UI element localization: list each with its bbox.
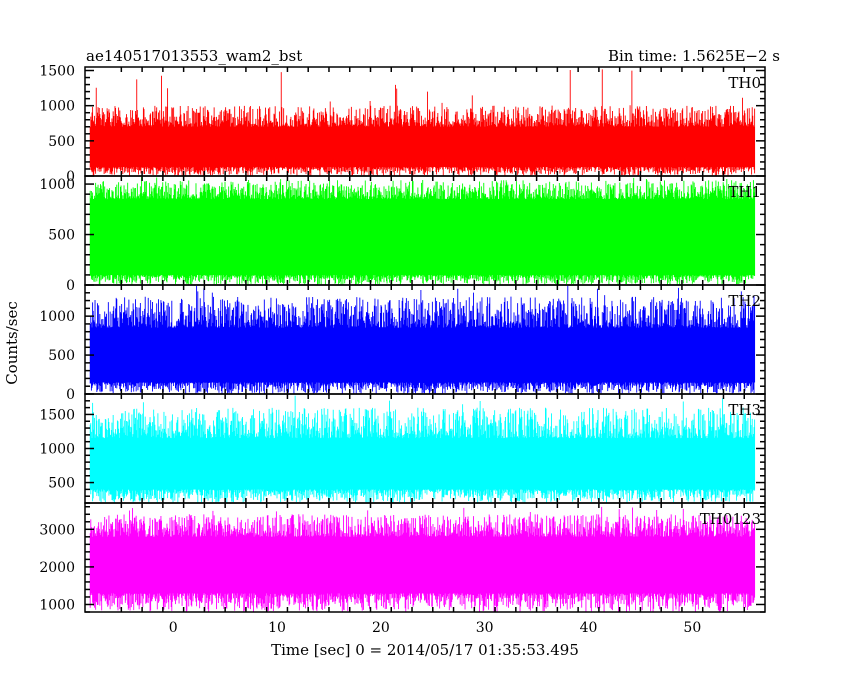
- panel-th2: 0 500 1000 TH2: [39, 284, 766, 403]
- series-line-th0123: [89, 506, 756, 612]
- series-line-th2: [89, 285, 756, 394]
- chart-title: ae140517013553_wam2_bst: [86, 47, 302, 65]
- y-tick-label: 1000: [39, 309, 75, 325]
- y-tick-label: 500: [48, 228, 75, 244]
- y-tick-label: 0: [66, 387, 75, 403]
- y-tick-label: 1500: [39, 64, 75, 80]
- panel-th0: 0 500 1000 1500 TH0: [39, 64, 766, 185]
- y-tick-label: 500: [48, 348, 75, 364]
- x-tick-label: 30: [476, 620, 494, 636]
- y-tick-label: 500: [48, 134, 75, 150]
- x-tick-label: 10: [268, 620, 286, 636]
- panel-name-th3: TH3: [728, 401, 761, 419]
- y-tick-label: 1000: [39, 597, 75, 613]
- y-tick-label: 0: [66, 169, 75, 185]
- x-tick-label: 50: [683, 620, 701, 636]
- panel-name-th0123: TH0123: [700, 510, 761, 528]
- y-tick-label: 1000: [39, 177, 75, 193]
- series-line-th3: [89, 395, 756, 503]
- y-tick-label: 500: [48, 476, 75, 492]
- x-tick-label: 0: [169, 620, 178, 636]
- panel-name-th1: TH1: [728, 183, 761, 201]
- bin-time-label: Bin time: 1.5625E−2 s: [608, 47, 780, 65]
- y-tick-label: 1500: [39, 407, 75, 423]
- y-axis-label: Counts/sec: [3, 301, 21, 385]
- x-axis-label: Time [sec] 0 = 2014/05/17 01:35:53.495: [271, 641, 579, 659]
- panel-th3: 500 1000 1500 TH3: [39, 393, 766, 504]
- y-tick-label: 2000: [39, 560, 75, 576]
- y-tick-label: 1000: [39, 99, 75, 115]
- series-line-th0: [89, 69, 756, 176]
- panel-name-th0: TH0: [728, 74, 761, 92]
- y-tick-label: 3000: [39, 522, 75, 538]
- x-tick-label: 20: [372, 620, 390, 636]
- panel-th0123: 1000 2000 3000 TH0123: [39, 502, 766, 613]
- x-tick-label: 40: [580, 620, 598, 636]
- series-line-th1: [89, 176, 756, 285]
- panel-frame: [84, 502, 766, 613]
- panel-th1: 0 500 1000 TH1: [39, 175, 766, 294]
- y-tick-label: 1000: [39, 442, 75, 458]
- panel-name-th2: TH2: [728, 292, 761, 310]
- y-tick-label: 0: [66, 278, 75, 294]
